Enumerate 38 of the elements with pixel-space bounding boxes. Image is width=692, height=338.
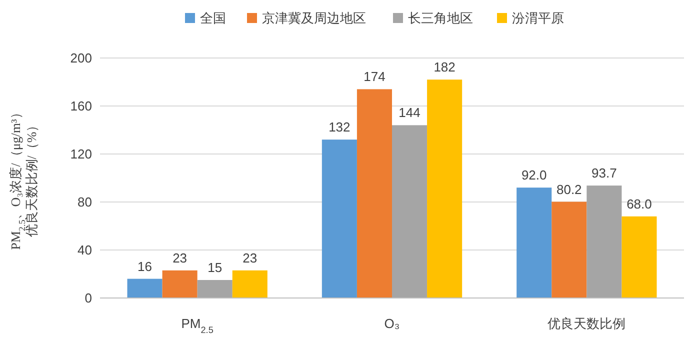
data-label: 182 — [434, 60, 456, 75]
y-tick-label: 200 — [70, 50, 92, 66]
y-tick-label: 0 — [84, 290, 92, 306]
data-label: 92.0 — [521, 168, 547, 183]
data-label: 93.7 — [592, 166, 617, 181]
bar — [322, 140, 357, 298]
bar — [516, 188, 552, 298]
bar — [197, 280, 232, 298]
bar — [232, 270, 268, 298]
y-tick-label: 40 — [78, 242, 92, 258]
data-label: 144 — [398, 105, 420, 120]
y-tick-label: 120 — [70, 146, 92, 162]
bar — [162, 270, 198, 298]
legend-label: 京津冀及周边地区 — [262, 10, 366, 26]
bar — [392, 125, 428, 298]
bar — [552, 202, 587, 298]
data-label: 15 — [208, 260, 222, 275]
data-label: 80.2 — [556, 182, 582, 197]
data-label: 23 — [242, 250, 258, 266]
data-label: 16 — [138, 258, 152, 274]
data-label: 68.0 — [626, 196, 652, 212]
x-tick-label: PM$_{2.5}$ — [181, 316, 214, 335]
text: 优良天数比例/（%） — [24, 118, 39, 238]
bar — [127, 278, 162, 298]
bar — [356, 89, 392, 298]
legend-label: 全国 — [200, 10, 226, 26]
data-label: 174 — [364, 69, 386, 84]
y-tick-label: 160 — [70, 98, 92, 114]
data-label: 23 — [172, 250, 188, 266]
bar — [622, 216, 657, 298]
y-tick-label: 80 — [78, 194, 92, 210]
data-label: 132 — [328, 120, 350, 135]
x-tick-label: O₃ — [384, 316, 400, 331]
x-tick-label: 优良天数比例 — [548, 316, 626, 331]
legend-label: 汾渭平原 — [512, 10, 564, 26]
legend-label: 长三角地区 — [408, 10, 473, 26]
bar — [427, 80, 462, 298]
bar — [586, 186, 622, 298]
